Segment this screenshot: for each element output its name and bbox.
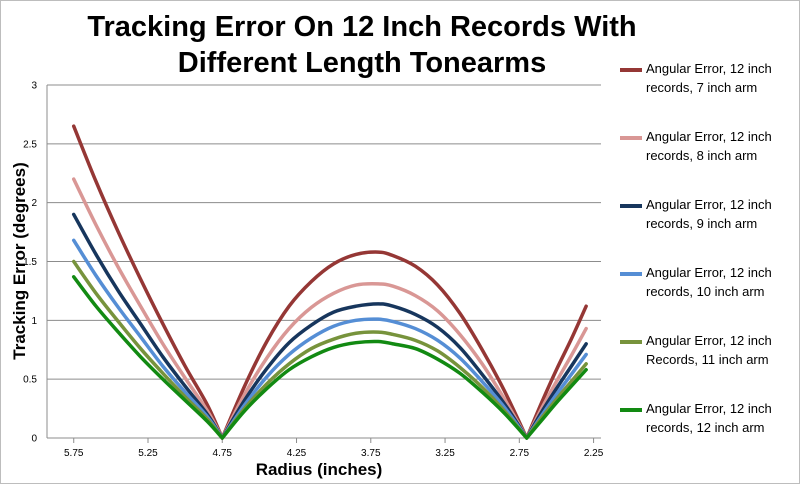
y-tick-label: 1 [31, 316, 37, 327]
legend-label-line-2: records, 10 inch arm [646, 284, 765, 299]
series-line-1 [71, 124, 588, 440]
legend-label-line-1: Angular Error, 12 inch [646, 333, 772, 348]
legend-label-line-2: records, 7 inch arm [646, 80, 758, 95]
y-tick-label: 2 [31, 198, 37, 209]
legend-item: Angular Error, 12 inch records, 8 inch a… [618, 127, 798, 171]
legend-label: Angular Error, 12 inch records, 8 inch a… [646, 127, 796, 165]
y-tick-label: 0.5 [23, 375, 37, 386]
x-tick-label: 2.75 [510, 448, 530, 459]
legend-label: Angular Error, 12 inch Records, 11 inch … [646, 331, 796, 369]
legend-swatch [620, 340, 642, 344]
x-tick-labels: 5.75 5.25 4.75 4.25 3.75 3.25 2.75 2.25 [64, 448, 604, 459]
legend-item: Angular Error, 12 inch Records, 11 inch … [618, 331, 798, 375]
y-tick-label: 0 [31, 434, 37, 445]
legend-label-line-1: Angular Error, 12 inch [646, 197, 772, 212]
legend-label-line-1: Angular Error, 12 inch [646, 129, 772, 144]
x-tick-label: 5.25 [138, 448, 158, 459]
x-tick-label: 5.75 [64, 448, 84, 459]
axes [46, 85, 601, 443]
y-tick-label: 2.5 [23, 139, 37, 150]
series-line-6 [71, 275, 588, 440]
legend-swatch [620, 136, 642, 140]
legend-swatch [620, 204, 642, 208]
y-tick-label: 1.5 [23, 257, 37, 268]
legend-item: Angular Error, 12 inch records, 7 inch a… [618, 59, 798, 103]
legend-label-line-1: Angular Error, 12 inch [646, 61, 772, 76]
legend-label: Angular Error, 12 inch records, 12 inch … [646, 399, 796, 437]
legend-label: Angular Error, 12 inch records, 9 inch a… [646, 195, 796, 233]
legend-label-line-1: Angular Error, 12 inch [646, 401, 772, 416]
legend: Angular Error, 12 inch records, 7 inch a… [618, 59, 798, 467]
legend-label: Angular Error, 12 inch records, 10 inch … [646, 263, 796, 301]
chart-title: Tracking Error On 12 Inch Records With D… [1, 9, 723, 81]
series-lines [71, 124, 588, 440]
x-tick-label: 4.25 [287, 448, 307, 459]
chart-title-line-1: Tracking Error On 12 Inch Records With [87, 11, 637, 43]
legend-label-line-2: Records, 11 inch arm [646, 352, 769, 367]
legend-swatch [620, 408, 642, 412]
legend-label: Angular Error, 12 inch records, 7 inch a… [646, 59, 796, 97]
chart-title-line-2: Different Length Tonearms [177, 47, 547, 79]
y-tick-labels: 0 0.5 1 1.5 2 2.5 3 [23, 81, 37, 445]
y-tick-label: 3 [31, 81, 37, 92]
legend-swatch [620, 272, 642, 276]
x-axis-title: Radius (inches) [256, 460, 383, 479]
legend-label-line-2: records, 9 inch arm [646, 216, 758, 231]
legend-label-line-2: records, 8 inch arm [646, 148, 758, 163]
x-tick-label: 3.75 [361, 448, 381, 459]
y-axis-title: Tracking Error (degrees) [10, 162, 29, 359]
grid-lines [47, 84, 601, 380]
x-tick-label: 3.25 [435, 448, 455, 459]
x-tick-label: 2.25 [584, 448, 604, 459]
legend-label-line-1: Angular Error, 12 inch [646, 265, 772, 280]
x-tick-label: 4.75 [213, 448, 233, 459]
legend-label-line-2: records, 12 inch arm [646, 420, 765, 435]
legend-item: Angular Error, 12 inch records, 10 inch … [618, 263, 798, 307]
legend-item: Angular Error, 12 inch records, 12 inch … [618, 399, 798, 443]
legend-swatch [620, 68, 642, 72]
legend-item: Angular Error, 12 inch records, 9 inch a… [618, 195, 798, 239]
